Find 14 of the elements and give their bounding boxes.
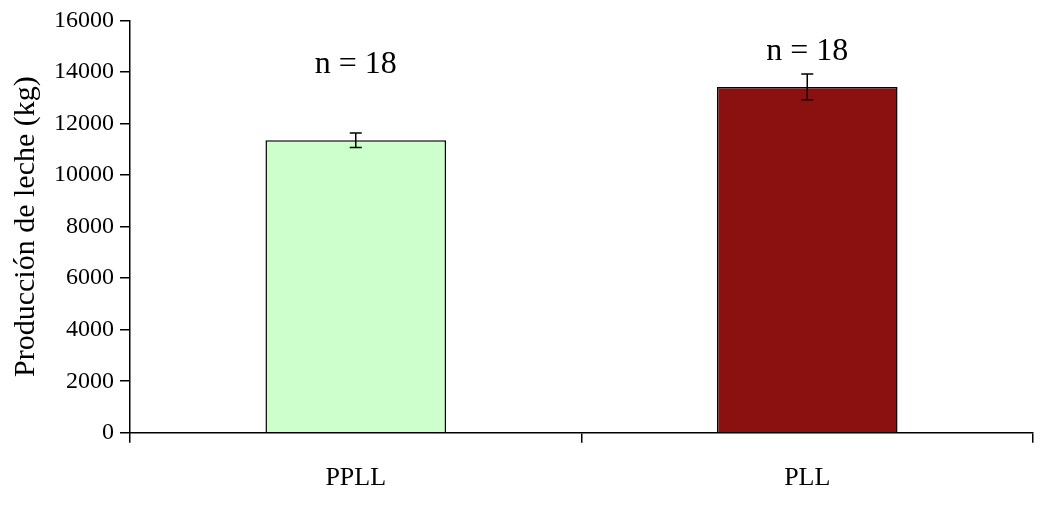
- y-tick-label: 6000: [66, 263, 114, 290]
- y-tick-label: 12000: [54, 108, 114, 135]
- annotation: n = 18: [314, 43, 397, 80]
- annotation: n = 18: [766, 30, 849, 67]
- y-tick-label: 14000: [54, 57, 114, 84]
- y-tick-label: 16000: [54, 5, 114, 32]
- y-tick-label: 0: [102, 418, 114, 445]
- x-tick-label: PLL: [784, 462, 831, 492]
- y-axis-title: Producción de leche (kg): [6, 76, 41, 377]
- x-tick-label: PPLL: [325, 462, 387, 492]
- y-tick-label: 8000: [66, 211, 114, 238]
- y-tick-label: 2000: [66, 366, 114, 393]
- y-tick-label: 10000: [54, 160, 114, 187]
- y-tick-label: 4000: [66, 315, 114, 341]
